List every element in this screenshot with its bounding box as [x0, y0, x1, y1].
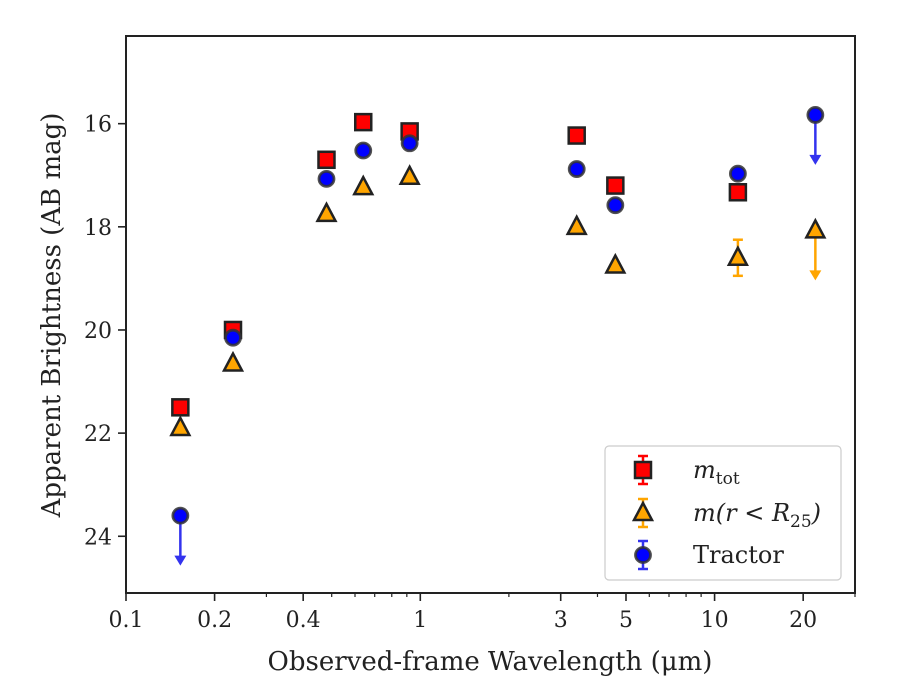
legend-marker [634, 546, 652, 564]
legend-marker [633, 460, 653, 480]
data-point [565, 214, 588, 236]
data-point [171, 506, 190, 525]
x-tick-label: 1 [413, 608, 427, 633]
data-point [354, 112, 373, 132]
y-tick-label: 24 [84, 525, 112, 550]
x-axis-label: Observed-frame Wavelength (μm) [268, 647, 713, 677]
legend-box [604, 445, 842, 581]
y-tick-label: 22 [84, 422, 112, 447]
data-point [352, 174, 375, 196]
data-point [604, 252, 627, 274]
series-triangle [169, 164, 827, 437]
upper-limit-arrowhead [809, 270, 822, 281]
data-point [567, 160, 586, 178]
upper-limit-arrowhead [809, 154, 822, 165]
data-point [567, 126, 586, 145]
y-tick-label: 20 [84, 319, 112, 344]
data-point [221, 350, 245, 372]
data-point [806, 106, 825, 124]
y-tick-label: 18 [84, 216, 112, 241]
x-tick-label: 10 [701, 608, 729, 633]
y-tick-label: 16 [84, 113, 112, 138]
data-point [354, 141, 373, 160]
y-axis-label: Apparent Brightness (AB mag) [37, 113, 67, 519]
legend: mtot m(r < R25) Tractor [604, 445, 842, 581]
upper-limit-arrowhead [174, 555, 187, 566]
data-point [224, 328, 242, 347]
x-tick-label: 0.4 [286, 608, 321, 633]
data-point [400, 134, 419, 153]
data-point [398, 164, 421, 186]
data-point [171, 398, 190, 417]
data-point [728, 183, 748, 202]
axis-ticks: 0.1 0.2 0.4 1 3 5 10 20 16 18 20 22 24 [84, 113, 856, 633]
legend-label: m(r < R25) [693, 499, 821, 532]
data-point [317, 169, 336, 188]
data-point [169, 415, 192, 437]
data-point [315, 201, 338, 223]
x-tick-label: 0.1 [109, 608, 144, 633]
data-point [728, 164, 747, 183]
x-tick-label: 0.2 [197, 608, 232, 633]
data-point [726, 245, 749, 267]
legend-label: mtot [693, 456, 740, 489]
data-point [317, 150, 336, 170]
data-point [606, 176, 625, 195]
series-circle [171, 106, 825, 566]
data-point [606, 196, 625, 215]
data-marks [169, 106, 827, 566]
legend-label: Tractor [693, 541, 784, 569]
data-point [804, 217, 827, 239]
legend-marker [631, 500, 655, 522]
x-tick-label: 20 [789, 608, 817, 633]
x-tick-label: 3 [554, 608, 568, 633]
plot-frame [125, 35, 856, 594]
x-tick-label: 5 [619, 608, 633, 633]
